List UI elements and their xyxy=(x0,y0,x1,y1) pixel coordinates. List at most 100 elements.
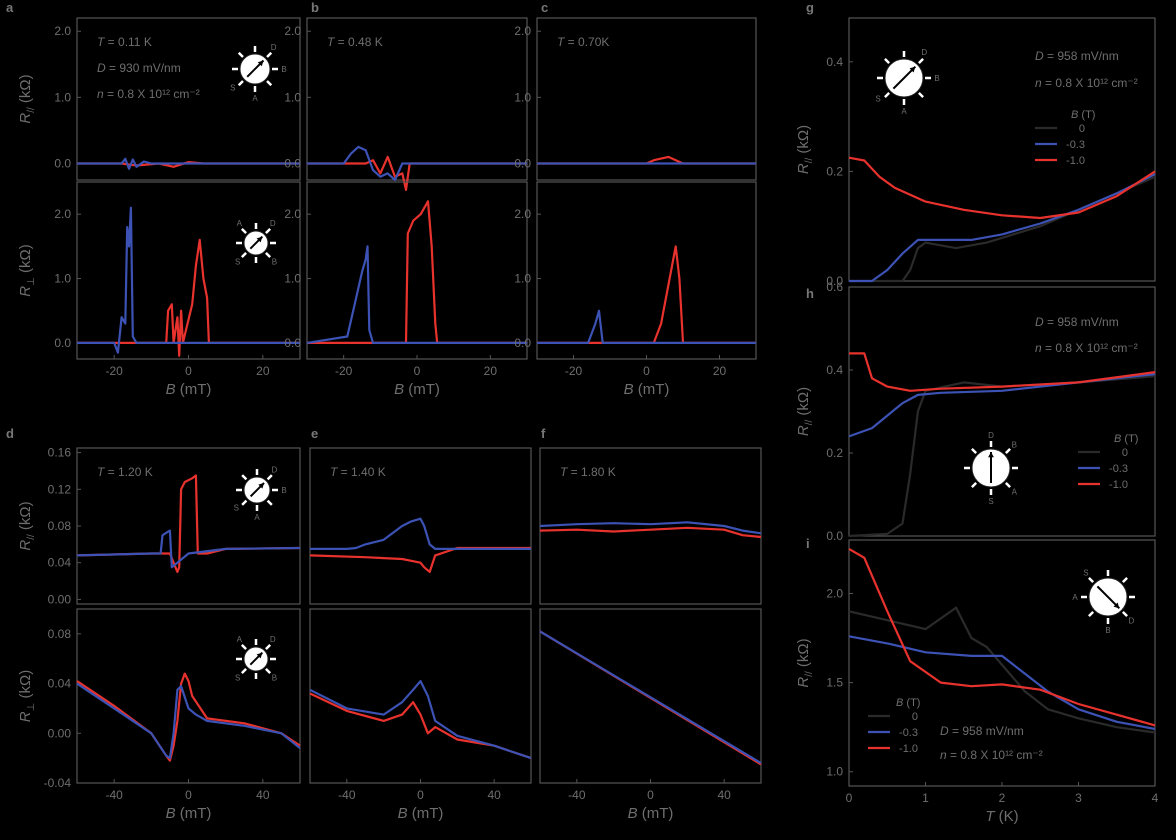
y-axis-label: R// (kΩ) xyxy=(795,638,815,687)
series-line xyxy=(539,630,762,765)
annotation: T = 0.11 K xyxy=(97,35,152,49)
annotation: n = 0.8 X 10¹² cm⁻² xyxy=(940,748,1043,762)
dial-tick xyxy=(1121,610,1128,617)
annotation: T = 0.70K xyxy=(557,35,609,49)
dial-tick xyxy=(1004,481,1011,488)
y-tick-label: 0.0 xyxy=(826,274,843,288)
x-tick-label: 20 xyxy=(713,364,727,378)
y-tick-label: 0.08 xyxy=(48,519,72,533)
dial-a: D B A S xyxy=(230,43,287,103)
dial-tick xyxy=(884,91,891,98)
dial-arrowhead xyxy=(256,236,263,243)
dial-tick xyxy=(266,474,273,481)
y-tick-label: 1.5 xyxy=(826,676,843,690)
dial-letter: S xyxy=(988,497,993,506)
dial-tick xyxy=(241,499,248,506)
legend: B (T) 0 -0.3 -1.0 xyxy=(868,697,920,755)
x-tick-label: 40 xyxy=(256,788,270,802)
dial-letter: B xyxy=(1012,441,1017,450)
dial-tick xyxy=(237,80,244,87)
dial-h: D B A S xyxy=(964,431,1018,506)
plot-frame xyxy=(536,17,757,181)
x-tick-label: 40 xyxy=(487,788,501,802)
y-tick-label: 1.0 xyxy=(54,272,71,286)
legend-entry: -1.0 xyxy=(899,743,918,755)
x-axis-label: B (mT) xyxy=(628,805,674,822)
plot-frame xyxy=(309,608,532,784)
series-line xyxy=(537,309,756,344)
annotation: D = 958 mV/nm xyxy=(1035,49,1119,63)
y-tick-label: 0.4 xyxy=(826,363,843,377)
dial-tick xyxy=(971,448,978,455)
series-line xyxy=(539,521,762,535)
plot-frame xyxy=(309,447,532,605)
x-tick-label: 1 xyxy=(922,791,929,805)
panel-label-i: i xyxy=(806,536,810,551)
x-tick-label: 0 xyxy=(846,791,853,805)
series-line xyxy=(539,526,762,539)
x-tick-label: -40 xyxy=(568,788,586,802)
plot-frame xyxy=(76,181,301,360)
y-tick-label: 0.0 xyxy=(284,156,301,170)
plot-frame xyxy=(536,181,757,360)
x-tick-label: -20 xyxy=(335,364,353,378)
y-tick-label: 2.0 xyxy=(826,586,843,600)
dial-letter: A xyxy=(237,635,243,644)
x-axis-label: B (mT) xyxy=(394,381,440,398)
dial-tick xyxy=(265,227,272,234)
x-tick-label: 40 xyxy=(717,788,731,802)
annotation: n = 0.8 X 10¹² cm⁻² xyxy=(97,87,200,101)
y-tick-label: 0.0 xyxy=(284,336,301,350)
dial-letter: S xyxy=(1083,568,1088,577)
series-line xyxy=(306,245,527,344)
dial-tick xyxy=(1088,577,1095,584)
dial-tick xyxy=(265,252,272,259)
dial-letter: A xyxy=(237,219,243,228)
dial-tick xyxy=(265,668,272,675)
dial-tick xyxy=(240,252,247,259)
dial-tick xyxy=(240,227,247,234)
panel-a: 0.0 1.0 2.0 R// (kΩ) T = 0.11 K D = 930 mV/nm… xyxy=(17,17,301,181)
annotation: D = 958 mV/nm xyxy=(940,724,1024,738)
y-tick-label: -0.04 xyxy=(44,776,72,790)
series-line xyxy=(307,155,527,191)
dial-arrowhead xyxy=(258,482,265,489)
panel-label-h: h xyxy=(806,286,814,301)
x-axis-label: T (K) xyxy=(985,808,1018,825)
dial-letter: D xyxy=(921,48,927,57)
dial-letter: B xyxy=(272,257,277,266)
series-line xyxy=(307,200,527,344)
y-tick-label: 2.0 xyxy=(284,24,301,38)
series-line xyxy=(309,680,532,760)
dial-letter: B xyxy=(934,74,939,83)
y-tick-label: 1.0 xyxy=(514,272,531,286)
y-tick-label: 2.0 xyxy=(514,207,531,221)
dial-letter: B xyxy=(1105,626,1110,635)
series-line xyxy=(848,156,1156,220)
panel-d: 0.00 0.04 0.08 0.12 0.16 R// (kΩ) T = 1.20 K xyxy=(17,446,301,606)
y-tick-label: 0.16 xyxy=(48,446,72,460)
x-tick-label: 0 xyxy=(185,788,192,802)
legend-entry: -0.3 xyxy=(1066,139,1085,151)
panel-f: T = 1.80 K xyxy=(539,447,762,605)
series-line xyxy=(848,373,1156,438)
x-tick-label: 0 xyxy=(647,788,654,802)
dial-letter: D xyxy=(271,43,277,52)
dial-letter: S xyxy=(235,673,240,682)
legend: B (T) 0 -0.3 -1.0 xyxy=(1035,109,1095,167)
dial-letter: S xyxy=(234,503,239,512)
dial-tick xyxy=(266,51,273,58)
y-tick-label: 2.0 xyxy=(54,207,71,221)
series-line xyxy=(537,245,756,344)
plot-frame xyxy=(306,17,528,181)
panel-i: 1.0 1.5 2.0 0 1 2 3 4 R// (kΩ) T (K) D = 958 mV/nm… xyxy=(795,539,1159,825)
dial-arrowhead xyxy=(988,452,994,458)
dial-letter: B xyxy=(272,673,277,682)
dial-tick xyxy=(1004,448,1011,455)
y-tick-label: 0.6 xyxy=(826,280,843,294)
dial-arrowhead xyxy=(256,652,263,659)
dial-arrowhead xyxy=(909,66,916,73)
panel-label-d: d xyxy=(6,426,14,441)
x-tick-label: 2 xyxy=(999,791,1006,805)
